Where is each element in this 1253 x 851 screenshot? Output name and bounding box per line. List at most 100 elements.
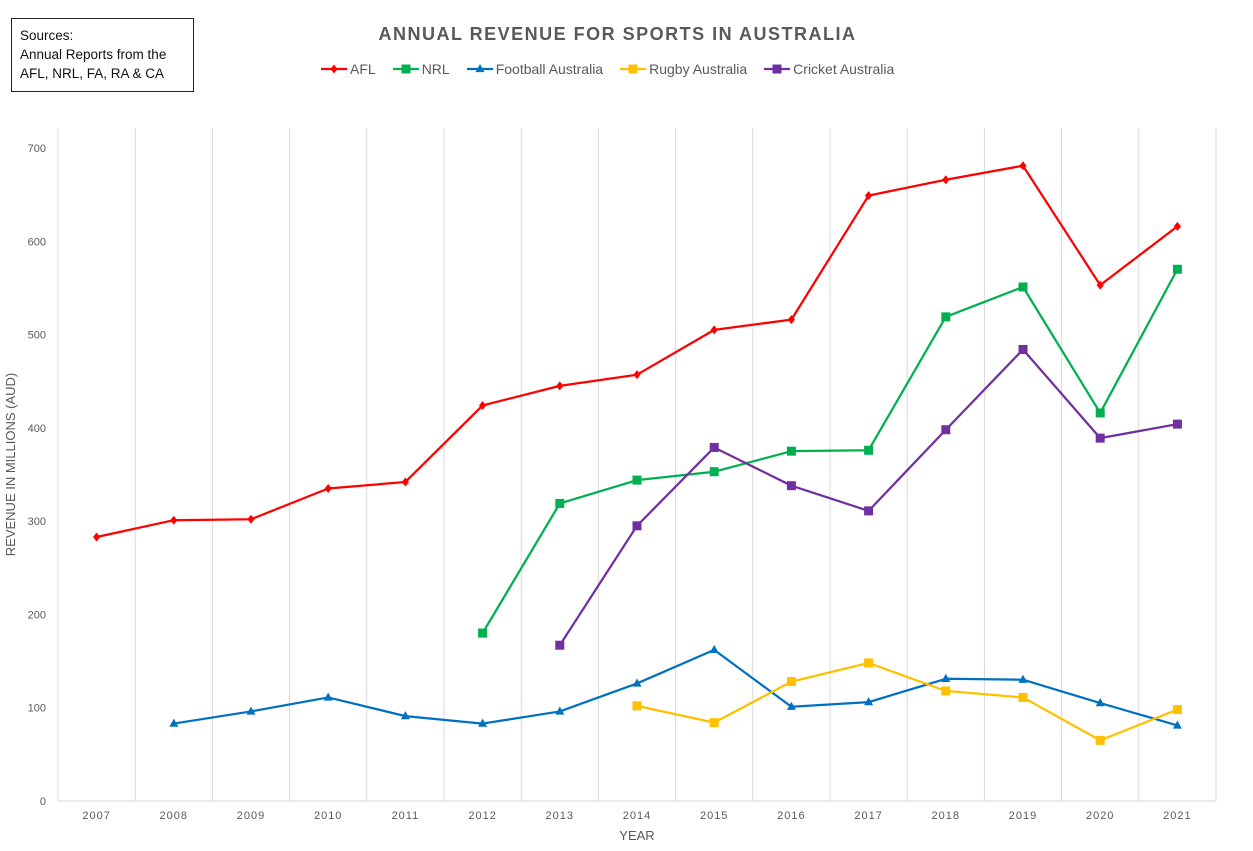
data-point-nrl — [555, 498, 565, 508]
data-point-afl — [401, 477, 409, 487]
x-tick-label: 2021 — [1163, 810, 1191, 822]
x-tick-label: 2011 — [392, 810, 420, 822]
y-tick-label: 700 — [28, 143, 46, 155]
data-point-afl — [247, 514, 255, 524]
data-point-afl — [633, 370, 641, 380]
data-point-afl — [1096, 280, 1104, 290]
data-point-football-australia — [786, 701, 796, 710]
legend-marker-nrl — [401, 64, 411, 74]
data-point-cricket-australia — [1172, 419, 1182, 429]
x-tick-label: 2012 — [468, 810, 496, 822]
data-point-cricket-australia — [555, 640, 565, 650]
legend-marker-cricket-australia — [772, 64, 782, 74]
data-point-football-australia — [632, 678, 642, 687]
data-point-cricket-australia — [1018, 344, 1028, 354]
data-point-afl — [324, 483, 332, 493]
data-point-football-australia — [1172, 720, 1182, 729]
y-tick-label: 200 — [28, 609, 46, 621]
data-point-football-australia — [478, 718, 488, 727]
data-point-nrl — [1172, 264, 1182, 274]
data-point-cricket-australia — [709, 442, 719, 452]
legend-swatch-football-australia — [466, 64, 493, 73]
chart-legend: AFL NRL Football Australia Rugby Austral… — [320, 61, 910, 77]
legend-item-cricket-australia: Cricket Australia — [763, 61, 894, 77]
legend-item-nrl: NRL — [392, 61, 450, 77]
x-tick-label: 2010 — [314, 810, 342, 822]
y-tick-label: 300 — [28, 516, 46, 528]
data-point-rugby-australia — [1018, 692, 1028, 702]
y-tick-label: 500 — [28, 330, 46, 342]
data-point-football-australia — [246, 706, 256, 715]
data-point-nrl — [1095, 408, 1105, 418]
legend-marker-rugby-australia — [628, 64, 638, 74]
y-tick-label: 600 — [28, 236, 46, 248]
data-point-nrl — [786, 446, 796, 456]
data-point-afl — [93, 532, 101, 542]
legend-item-football-australia: Football Australia — [466, 61, 603, 77]
data-point-rugby-australia — [941, 686, 951, 696]
sources-line-2: Annual Reports from the — [20, 47, 167, 62]
data-point-football-australia — [864, 697, 874, 706]
x-tick-label: 2017 — [854, 810, 882, 822]
x-tick-label: 2009 — [237, 810, 265, 822]
y-tick-label: 0 — [40, 796, 46, 808]
x-tick-label: 2007 — [82, 810, 110, 822]
series-line-football-australia — [173, 648, 1178, 727]
x-axis-title: YEAR — [619, 828, 654, 843]
data-point-afl — [556, 381, 564, 391]
series-line-cricket-australia — [558, 348, 1178, 646]
data-point-afl — [1173, 221, 1181, 231]
legend-marker-afl — [330, 64, 338, 74]
y-axis-title: REVENUE IN MILLIONS (AUD) — [3, 373, 18, 556]
x-tick-label: 2016 — [777, 810, 805, 822]
data-point-nrl — [941, 312, 951, 322]
data-point-cricket-australia — [864, 506, 874, 516]
legend-swatch-nrl — [392, 64, 419, 74]
data-point-football-australia — [169, 718, 179, 727]
x-tick-label: 2015 — [700, 810, 728, 822]
sources-line-1: Sources: — [20, 28, 74, 43]
data-point-afl — [865, 191, 873, 201]
data-point-nrl — [478, 628, 488, 638]
legend-label-football-australia: Football Australia — [495, 61, 604, 77]
x-tick-label: 2014 — [623, 810, 651, 822]
data-point-rugby-australia — [1172, 705, 1182, 715]
sources-line-3: AFL, NRL, FA, RA & CA — [20, 66, 165, 81]
legend-label-afl: AFL — [350, 61, 376, 77]
data-point-afl — [479, 400, 487, 410]
data-point-rugby-australia — [864, 658, 874, 668]
series-line-nrl — [481, 268, 1179, 634]
data-point-football-australia — [709, 644, 719, 654]
data-point-rugby-australia — [1095, 735, 1105, 745]
data-point-afl — [170, 515, 178, 525]
data-point-afl — [787, 315, 795, 325]
legend-item-rugby-australia: Rugby Australia — [619, 61, 747, 77]
legend-swatch-rugby-australia — [620, 64, 647, 74]
data-point-football-australia — [1095, 698, 1105, 707]
series-line-rugby-australia — [636, 661, 1178, 742]
data-point-football-australia — [323, 692, 333, 701]
data-point-rugby-australia — [632, 701, 642, 711]
legend-swatch-cricket-australia — [764, 64, 791, 74]
data-point-nrl — [864, 445, 874, 455]
data-point-nrl — [632, 475, 642, 485]
y-tick-label: 400 — [28, 423, 46, 435]
data-point-cricket-australia — [1095, 433, 1105, 443]
data-point-afl — [710, 325, 718, 335]
data-point-nrl — [1018, 282, 1028, 292]
x-tick-label: 2020 — [1086, 810, 1114, 822]
x-tick-label: 2013 — [546, 810, 574, 822]
data-point-afl — [1019, 161, 1027, 171]
x-tick-label: 2019 — [1009, 810, 1037, 822]
legend-label-rugby-australia: Rugby Australia — [649, 61, 748, 77]
data-point-cricket-australia — [786, 481, 796, 491]
data-point-football-australia — [1018, 674, 1028, 683]
chart-title: ANNUAL REVENUE FOR SPORTS IN AUSTRALIA — [378, 24, 857, 44]
data-point-football-australia — [400, 711, 410, 720]
x-tick-label: 2018 — [932, 810, 960, 822]
data-point-cricket-australia — [632, 521, 642, 531]
data-point-cricket-australia — [941, 425, 951, 435]
y-tick-label: 100 — [28, 703, 46, 715]
legend-label-cricket-australia: Cricket Australia — [793, 61, 895, 77]
